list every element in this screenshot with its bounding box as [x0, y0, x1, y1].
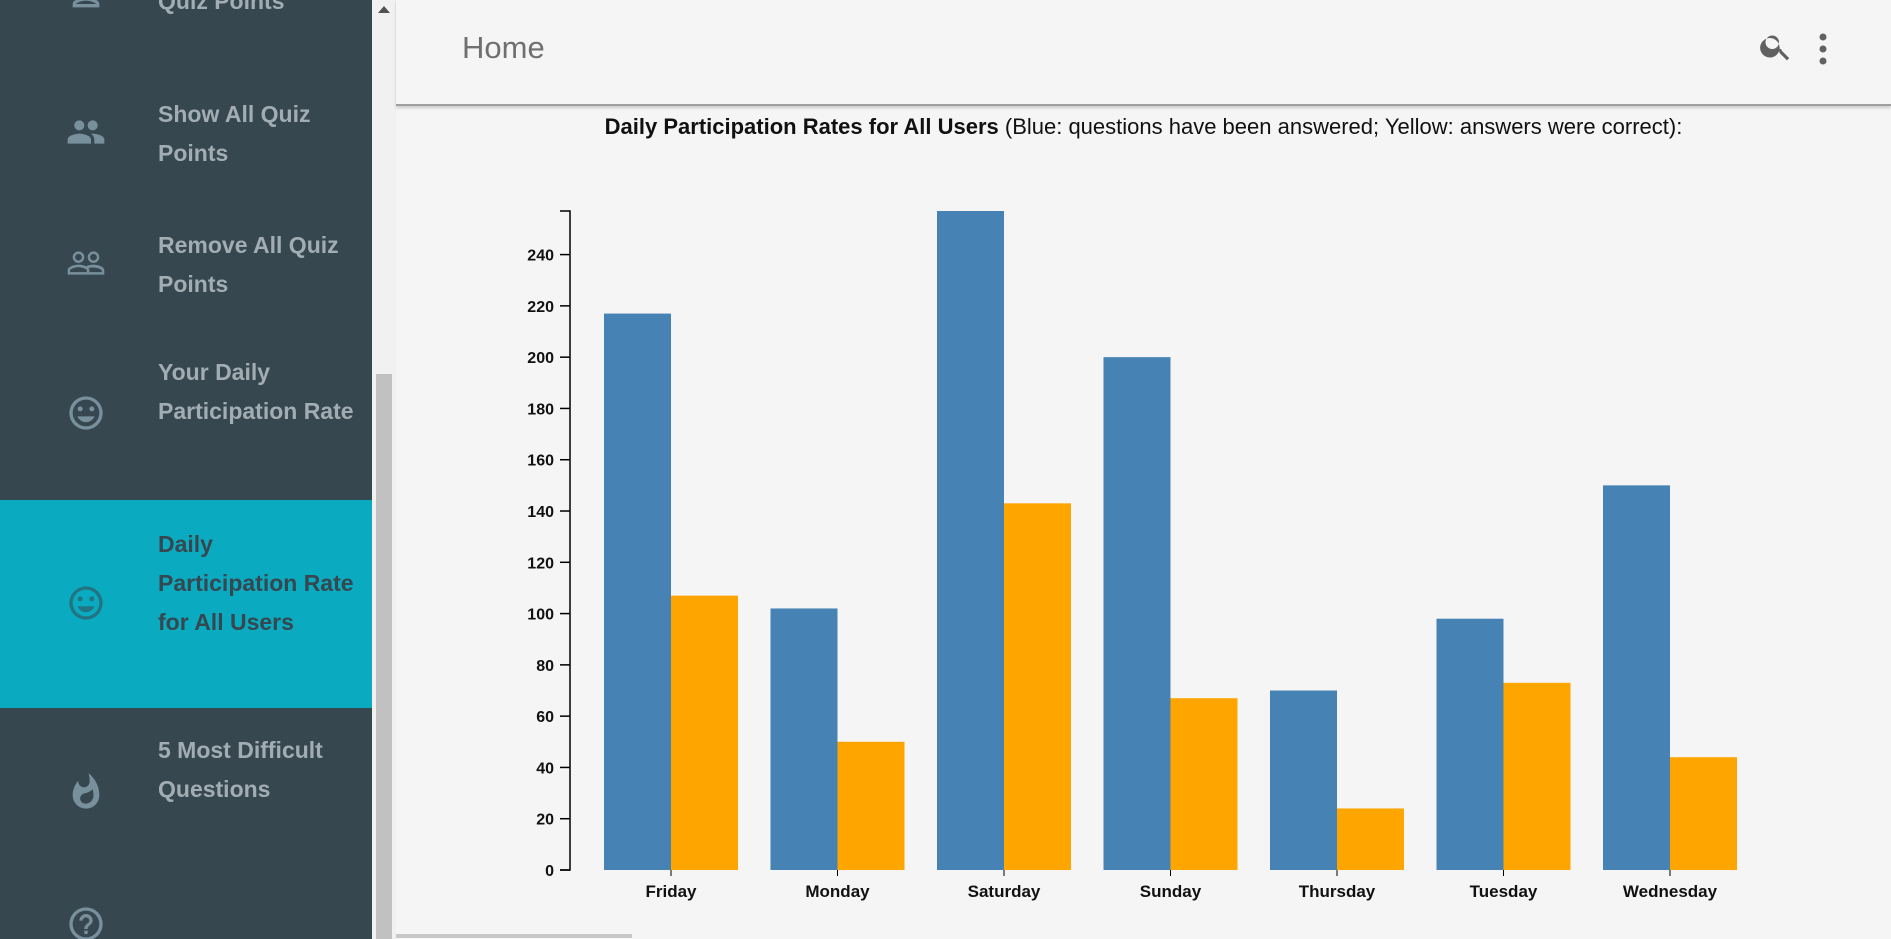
sidebar-item-label: Daily Participation Rate for All Users — [158, 531, 354, 635]
flame-icon — [66, 772, 106, 812]
x-tick-label: Monday — [805, 882, 870, 901]
participation-bar-chart: Friday Monday Saturday Sunday Thursday Tuesda… — [527, 210, 1737, 901]
y-tick-label: 220 — [527, 299, 554, 316]
bar-wednesday-answered — [1603, 485, 1670, 870]
chart-heading-bold: Daily Participation Rates for All Users — [604, 114, 999, 139]
y-tick-label: 180 — [527, 401, 554, 418]
bar-wednesday-correct — [1670, 757, 1737, 870]
bar-saturday-answered — [937, 211, 1004, 870]
scrollbar-thumb[interactable] — [376, 374, 392, 939]
y-tick-label: 160 — [527, 453, 554, 470]
app-bar: Home — [396, 0, 1891, 106]
y-tick-label: 0 — [545, 863, 554, 880]
y-tick-label: 60 — [536, 709, 554, 726]
bar-tuesday-correct — [1503, 682, 1571, 870]
page-title: Home — [462, 30, 545, 65]
sidebar-item-label: Remove All Quiz Points — [158, 232, 339, 297]
sidebar-scrollbar[interactable] — [372, 0, 396, 939]
bar-monday-correct — [837, 741, 905, 870]
bar-sunday-answered — [1103, 357, 1171, 870]
y-tick-label: 40 — [536, 760, 554, 777]
chart-heading-note: (Blue: questions have been answered; Yel… — [998, 114, 1683, 139]
chart-heading: Daily Participation Rates for All Users … — [396, 114, 1891, 140]
bar-sunday-correct — [1170, 698, 1238, 870]
y-tick-label: 80 — [536, 658, 554, 675]
bar-friday-correct — [671, 595, 738, 870]
sidebar-item-5-most-difficult-questions[interactable]: 5 Most Difficult Questions — [0, 725, 372, 865]
people-outline-icon — [66, 243, 106, 283]
x-tick-label: Friday — [645, 882, 697, 901]
sidebar-item-remove-all-quiz-points[interactable]: Remove All Quiz Points — [0, 211, 372, 319]
sidebar-item-show-all-quiz-points[interactable]: Show All Quiz Points — [0, 80, 372, 188]
y-tick-label: 240 — [527, 248, 554, 265]
person-icon — [66, 0, 106, 14]
bar-saturday-correct — [1004, 503, 1071, 870]
y-axis-line — [560, 210, 571, 871]
sidebar-item-label: Your Daily Participation Rate — [158, 359, 354, 424]
scroll-up-arrow-icon[interactable] — [378, 6, 390, 13]
search-icon[interactable] — [1758, 28, 1794, 64]
sidebar-item-quiz-points[interactable]: Quiz Points — [0, 0, 372, 55]
horizontal-scrollbar[interactable] — [396, 934, 632, 938]
sidebar-item-label: Quiz Points — [158, 0, 285, 14]
y-tick-label: 140 — [527, 504, 554, 521]
x-tick-label: Wednesday — [1623, 882, 1718, 901]
sidebar-item-label: Show All Quiz Points — [158, 101, 311, 166]
help-icon — [66, 904, 106, 939]
bar-friday-answered — [604, 313, 671, 870]
smiley-icon — [66, 393, 106, 433]
x-tick-label: Thursday — [1299, 882, 1376, 901]
smiley-icon — [66, 583, 106, 623]
sidebar-item-help[interactable] — [0, 890, 372, 939]
sidebar: Quiz Points Show All Quiz Points Remove … — [0, 0, 372, 939]
main-content: Home Daily Participation Rates for All U… — [396, 0, 1891, 939]
x-tick-label: Saturday — [968, 882, 1041, 901]
y-tick-label: 20 — [536, 812, 554, 829]
sidebar-item-daily-participation-rate-all-users[interactable]: Daily Participation Rate for All Users — [0, 500, 372, 708]
y-tick-label: 100 — [527, 607, 554, 624]
bar-thursday-answered — [1270, 690, 1337, 870]
people-icon — [66, 112, 106, 152]
x-tick-label: Tuesday — [1470, 882, 1538, 901]
bar-tuesday-answered — [1436, 618, 1504, 870]
bar-monday-answered — [770, 608, 838, 870]
y-tick-label: 120 — [527, 555, 554, 572]
more-vert-icon[interactable] — [1816, 30, 1830, 66]
x-tick-label: Sunday — [1140, 882, 1202, 901]
sidebar-item-your-daily-participation-rate[interactable]: Your Daily Participation Rate — [0, 345, 372, 485]
y-tick-label: 200 — [527, 350, 554, 367]
sidebar-item-label: 5 Most Difficult Questions — [158, 737, 323, 802]
bar-thursday-correct — [1337, 808, 1404, 870]
